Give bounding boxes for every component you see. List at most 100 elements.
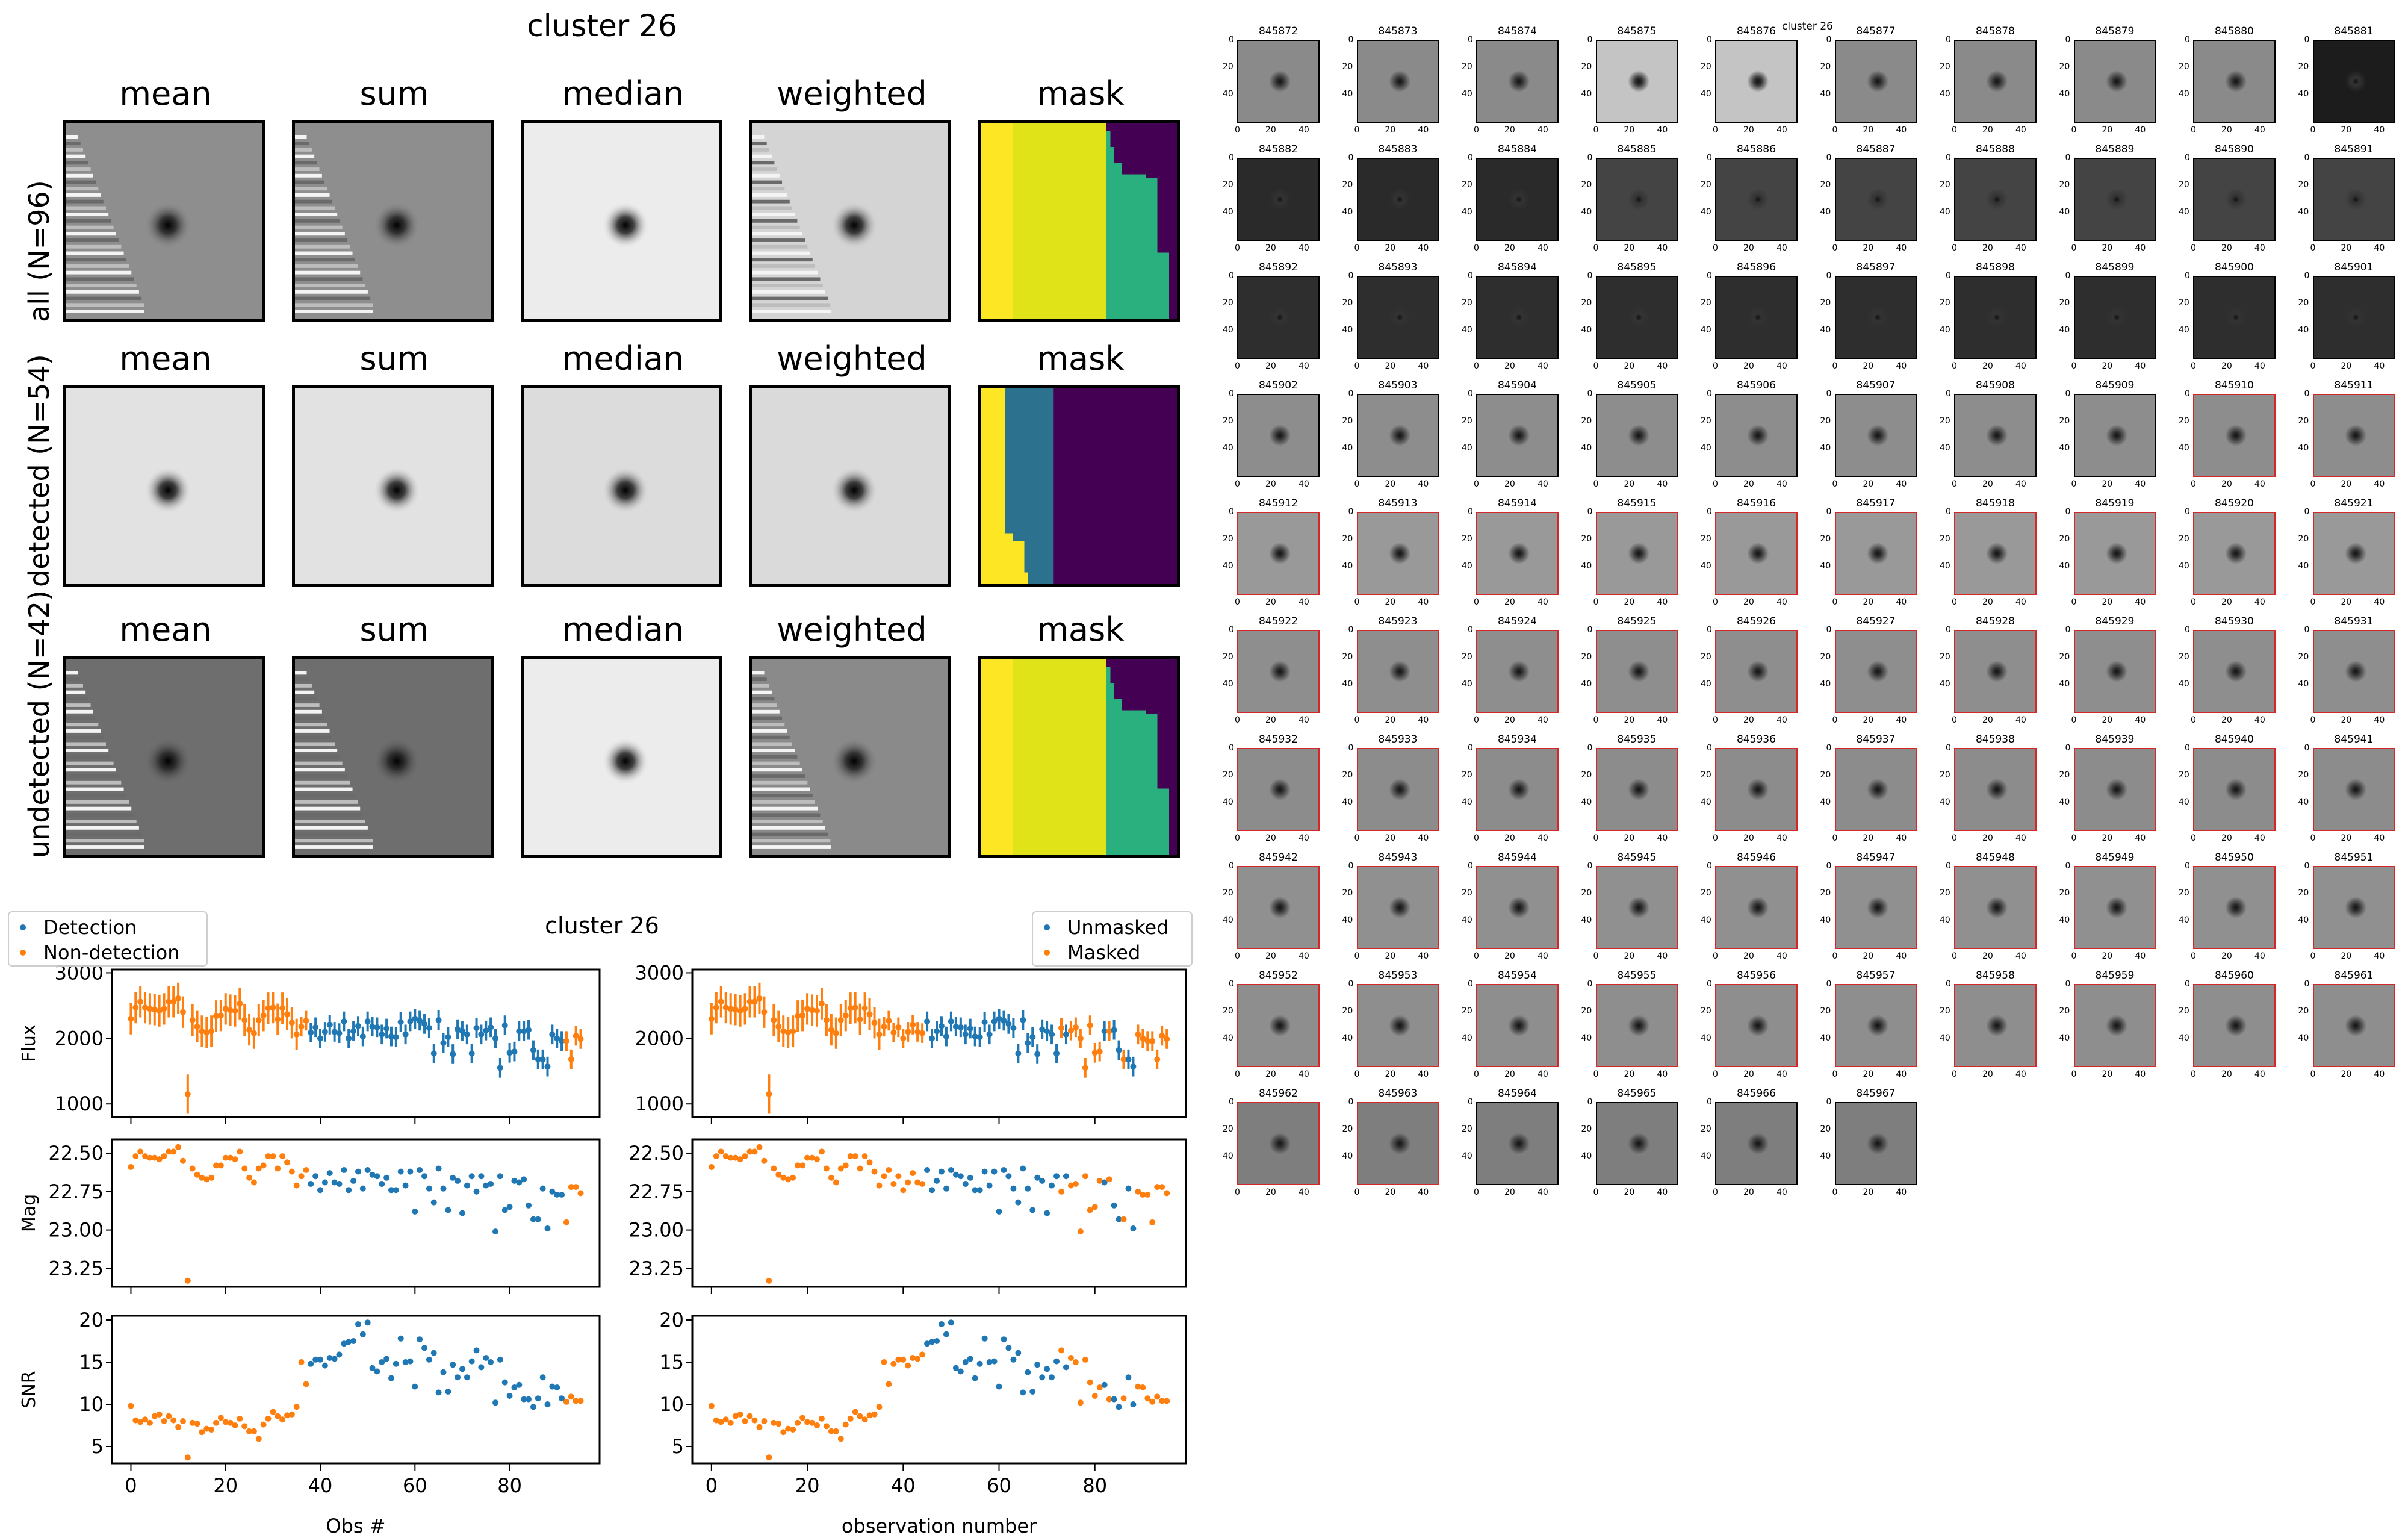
right-mag-point: [756, 1144, 763, 1150]
thumbnail-ytick: 40: [1581, 325, 1592, 335]
thumbnail-xtick: 40: [2015, 243, 2026, 253]
composite-suptitle: cluster 26: [527, 8, 677, 43]
thumbnail-ytick: 0: [2185, 625, 2190, 635]
thumbnail-ytick: 40: [1462, 443, 1472, 453]
left-snr-point: [293, 1404, 300, 1410]
thumbnail-cell: 845962 0 0 20 20 40 40: [1219, 1088, 1326, 1207]
right-snr-point: [1120, 1395, 1127, 1402]
right-snr-point: [818, 1415, 825, 1422]
left-flux-point: [355, 1023, 361, 1029]
thumbnail-title: 845952: [1259, 970, 1298, 982]
left-snr-point: [260, 1421, 267, 1428]
thumbnail-title: 845946: [1737, 852, 1776, 864]
detected-mask-image: [978, 385, 1180, 587]
left-flux-point: [369, 1023, 376, 1030]
right-snr-point: [1077, 1399, 1084, 1406]
left-flux-point: [521, 1028, 527, 1035]
left-flux-point: [137, 998, 144, 1005]
right-flux-point: [1091, 1050, 1098, 1056]
left-flux-point: [407, 1018, 414, 1025]
thumbnail-xtick: 0: [1832, 1188, 1838, 1197]
thumbnail-xtick: 0: [1474, 715, 1479, 725]
thumbnail-ytick: 20: [1462, 180, 1472, 190]
thumbnail-image: [1356, 1102, 1439, 1185]
left-snr-point: [288, 1411, 295, 1418]
row-label-detected: detected (N=54): [23, 354, 55, 587]
thumbnail-xtick: 20: [1265, 1069, 1276, 1079]
left-xlabel: Obs #: [326, 1515, 385, 1537]
left-flux-point: [544, 1063, 551, 1070]
right-mag-point: [1063, 1173, 1069, 1180]
left-flux-point: [317, 1035, 324, 1042]
thumbnail-image: [1715, 866, 1798, 949]
right-flux-point: [737, 1007, 743, 1014]
thumbnail-cell: 845955 0 0 20 20 40 40: [1578, 970, 1684, 1089]
left-flux-point: [426, 1024, 432, 1031]
thumbnail-ytick: 0: [1946, 625, 1951, 635]
right-flux-point: [924, 1018, 931, 1025]
left-mag-point: [213, 1162, 220, 1169]
thumbnail-title: 845878: [1976, 25, 2015, 37]
thumbnail-xtick: 20: [1504, 479, 1515, 489]
thumbnail-ytick: 40: [1342, 561, 1353, 571]
thumbnail-xtick: 0: [2071, 361, 2077, 371]
thumbnail-ytick: 20: [1223, 1006, 1233, 1016]
left-flux-point: [222, 1006, 229, 1012]
left-xtick-label: 0: [125, 1474, 137, 1497]
right-mag-point: [1087, 1207, 1093, 1213]
thumbnail-title: 845921: [2334, 497, 2374, 509]
thumbnail-ytick: 0: [2065, 271, 2071, 281]
thumbnail-ytick: 0: [1348, 743, 1354, 753]
right-flux-point: [914, 1029, 921, 1035]
thumbnail-title: 845877: [1856, 25, 1896, 37]
thumbnail-image: [1954, 748, 2037, 831]
thumbnail-title: 845919: [2095, 497, 2135, 509]
thumbnail-xtick: 40: [2254, 125, 2265, 135]
thumbnail-ytick: 0: [1468, 625, 1473, 635]
right-snr-point: [914, 1356, 921, 1362]
right-mag-point: [1125, 1185, 1132, 1192]
left-flux-point: [199, 1028, 205, 1035]
thumbnail-ytick: 40: [2059, 443, 2070, 453]
thumbnail-title: 845941: [2334, 733, 2374, 746]
thumbnail-xtick: 40: [1299, 833, 1309, 843]
right-mag-point: [1015, 1199, 1022, 1206]
thumbnail-xtick: 40: [2374, 715, 2385, 725]
left-snr-point: [265, 1415, 272, 1422]
left-snr-point: [298, 1359, 305, 1365]
left-flux-point: [350, 1028, 357, 1035]
thumbnail-xtick: 20: [1982, 361, 1993, 371]
thumbnail-xtick: 40: [1896, 125, 1907, 135]
thumbnail-cell: 845965 0 0 20 20 40 40: [1578, 1088, 1684, 1207]
thumbnail-ytick: 20: [1701, 416, 1711, 426]
right-flux-point: [775, 1023, 782, 1030]
thumbnail-cell: 845949 0 0 20 20 40 40: [2056, 852, 2162, 971]
thumbnail-ytick: 40: [2179, 1033, 2189, 1043]
thumbnail-xtick: 40: [1657, 833, 1668, 843]
right-flux-point: [1149, 1038, 1156, 1044]
left-flux-point: [516, 1028, 523, 1035]
thumbnail-ytick: 0: [2065, 35, 2071, 45]
thumbnail-ytick: 0: [1348, 271, 1354, 281]
thumbnail-ytick: 0: [1946, 861, 1951, 871]
left-snr-point: [184, 1454, 191, 1461]
thumbnail-xtick: 20: [2221, 951, 2232, 961]
left-flux-point: [298, 1023, 305, 1030]
thumbnail-ytick: 0: [1229, 271, 1234, 281]
thumbnail-xtick: 0: [1593, 833, 1599, 843]
right-snr-point: [1164, 1398, 1170, 1404]
left-mag-point: [355, 1168, 361, 1175]
all-median-image: [521, 120, 722, 322]
thumbnail-image: [1476, 276, 1559, 359]
thumbnail-xtick: 40: [1538, 715, 1548, 725]
thumbnail-ytick: 0: [1229, 35, 1234, 45]
left-mag-point: [374, 1173, 380, 1180]
thumbnail-ytick: 40: [1462, 325, 1472, 335]
thumbnail-ytick: 40: [2298, 443, 2309, 453]
thumbnail-ytick: 40: [1701, 1151, 1711, 1161]
thumbnail-xtick: 20: [1504, 1188, 1515, 1197]
right-snr-point: [986, 1359, 993, 1365]
right-flux-point: [1001, 1017, 1007, 1024]
thumbnail-ytick: 20: [1462, 534, 1472, 544]
thumbnail-ytick: 20: [1820, 416, 1831, 426]
